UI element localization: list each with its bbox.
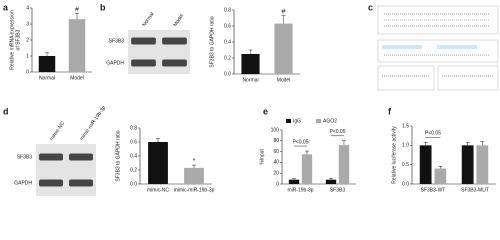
y-axis-label: %Input	[259, 149, 265, 165]
y-tick-label: 40	[273, 160, 279, 166]
panel-label: d	[3, 106, 9, 116]
bar	[148, 142, 168, 184]
y-tick-label: 0.0	[130, 181, 137, 187]
y-tick-label: 0.6	[224, 23, 231, 29]
y-tick-label: 1.5	[402, 123, 409, 129]
x-tick-label: Normal	[39, 75, 55, 81]
blot-lane-label: mimic-miR-19b-3p	[79, 105, 107, 142]
blot-band	[131, 59, 156, 67]
y-tick-label: 0.2	[224, 55, 231, 61]
bar	[288, 179, 300, 184]
bar	[274, 23, 293, 75]
x-tick-label: SF3B3-MUT	[461, 187, 489, 193]
panel-label: a	[3, 2, 9, 12]
blot-band	[162, 59, 187, 67]
blot-image	[128, 30, 190, 74]
y-tick-label: 80	[273, 138, 279, 144]
y-tick-label: 0	[26, 69, 29, 75]
x-tick-label: miR-19b-3p	[287, 187, 313, 193]
blot-lane-label: Normal	[141, 11, 155, 28]
x-tick-label: Normal	[242, 77, 258, 83]
blot-band	[69, 153, 93, 161]
x-tick-label: Model	[70, 75, 84, 81]
figure: a b c d e f SF3B3 GAPDH Normal Model SF3B3 GAPDH mim…	[3, 2, 499, 196]
y-axis-label: Relative luciferase activity	[391, 126, 397, 184]
significance-mark: P<0.05	[330, 129, 346, 135]
significance-mark: *	[193, 158, 196, 165]
bar	[301, 154, 313, 184]
panel-label: c	[368, 2, 373, 12]
blot-band	[69, 179, 93, 187]
legend-swatch	[316, 119, 321, 123]
y-tick-label: 0.8	[130, 125, 137, 131]
bar	[68, 19, 86, 72]
bar	[38, 56, 56, 72]
y-axis-label: of SF3B3	[15, 29, 21, 50]
significance-mark: #	[75, 6, 79, 13]
alignment-box	[437, 65, 499, 91]
y-tick-label: 2	[26, 37, 29, 43]
y-tick-label: 0.0	[224, 71, 231, 77]
y-tick-label: 0.5	[402, 162, 409, 168]
x-tick-label: mimic-NC	[147, 187, 169, 193]
blot-row-label: GAPDH	[106, 60, 124, 66]
legend-label: AGO2	[323, 118, 337, 124]
blot-lane-label: mimic-NC	[49, 120, 67, 142]
highlight	[382, 45, 422, 49]
y-tick-label: 0.4	[130, 153, 137, 159]
blot-row-label: SF3B3	[109, 38, 125, 44]
highlight	[437, 45, 477, 49]
y-tick-label: 60	[273, 149, 279, 155]
bar	[476, 145, 489, 184]
x-tick-label: SF3B3	[330, 187, 346, 193]
panel-label: f	[388, 106, 392, 116]
y-tick-label: 100	[271, 127, 280, 133]
y-tick-label: 0.4	[224, 39, 231, 45]
y-axis-label: Relative mRNA expression	[9, 10, 15, 70]
x-tick-label: mimic-miR-19b-3p	[174, 187, 215, 193]
y-tick-label: 0.8	[224, 7, 231, 13]
y-tick-label: 0.0	[402, 181, 409, 187]
panel-c-graphic	[377, 5, 499, 91]
y-tick-label: 4	[26, 5, 29, 11]
y-tick-label: 20	[273, 171, 279, 177]
alignment-box	[377, 39, 499, 63]
y-tick-label: 0.2	[130, 167, 137, 173]
blot-row-label: SF3B3	[17, 154, 33, 160]
y-axis-label: SF3B3 to GAPDH ratio	[115, 130, 121, 181]
legend-swatch	[286, 119, 291, 123]
blot-image	[36, 144, 96, 196]
blot-band	[162, 37, 187, 45]
blot-band	[39, 153, 63, 161]
y-tick-label: 1	[26, 53, 29, 59]
y-tick-label: 0.6	[130, 139, 137, 145]
bar	[461, 145, 474, 184]
bar	[434, 168, 447, 184]
blot-band	[131, 37, 156, 45]
bar	[325, 179, 337, 184]
y-tick-label: 3	[26, 21, 29, 27]
bar	[184, 167, 204, 184]
y-axis-label: SF3B3 to GAPDH ratio	[209, 16, 215, 67]
y-tick-label: 0	[276, 181, 279, 187]
significance-mark: P<0.05	[293, 139, 309, 145]
blot-lane-label: Model	[172, 13, 185, 28]
bar	[338, 145, 350, 184]
significance-mark: P<0.05	[425, 131, 441, 137]
legend-label: IgG	[293, 118, 301, 124]
bar	[241, 54, 260, 74]
significance-mark: #	[282, 8, 286, 15]
alignment-box	[377, 65, 435, 91]
x-tick-label: Model	[277, 77, 291, 83]
panel-label: b	[100, 2, 106, 12]
y-tick-label: 1.0	[402, 143, 409, 149]
blot-band	[39, 179, 63, 187]
blot-row-label: GAPDH	[14, 180, 32, 186]
panel-label: e	[263, 106, 268, 116]
x-tick-label: SF3B3-WT	[421, 187, 446, 193]
bar	[419, 145, 432, 184]
